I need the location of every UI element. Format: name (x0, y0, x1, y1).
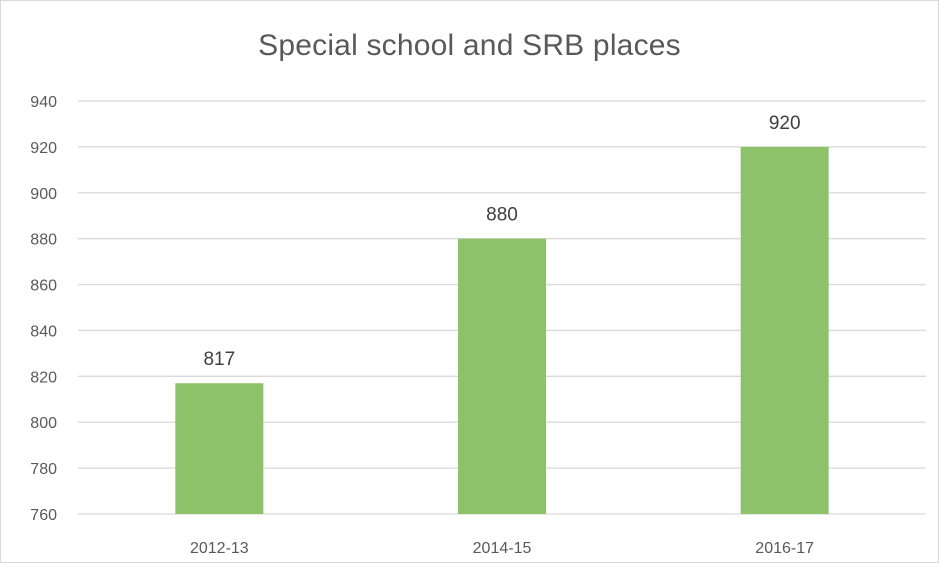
data-label: 817 (203, 349, 235, 370)
chart-title: Special school and SRB places (258, 29, 681, 62)
y-tick-label: 900 (30, 186, 57, 203)
data-label: 880 (486, 205, 518, 226)
y-axis-tick-labels: 760 780 800 820 840 860 880 900 920 940 (30, 94, 57, 524)
y-tick-label: 920 (30, 140, 57, 157)
y-tick-label: 880 (30, 232, 57, 249)
y-tick-label: 860 (30, 278, 57, 295)
x-tick-label: 2014-15 (473, 540, 532, 557)
y-tick-label: 840 (30, 323, 57, 340)
y-tick-label: 820 (30, 369, 57, 386)
data-label: 920 (769, 113, 801, 134)
x-tick-label: 2012-13 (190, 540, 249, 557)
y-tick-label: 940 (30, 94, 57, 111)
bar-2016-17 (740, 146, 829, 514)
x-axis-tick-labels: 2012-13 2014-15 2016-17 (190, 540, 814, 557)
bars (175, 146, 829, 514)
data-labels: 817 880 920 (203, 113, 800, 370)
y-tick-label: 780 (30, 461, 57, 478)
bar-2012-13 (175, 383, 264, 514)
bar-2014-15 (458, 238, 546, 514)
y-tick-label: 760 (30, 507, 57, 524)
x-tick-label: 2016-17 (755, 540, 814, 557)
y-tick-label: 800 (30, 415, 57, 432)
